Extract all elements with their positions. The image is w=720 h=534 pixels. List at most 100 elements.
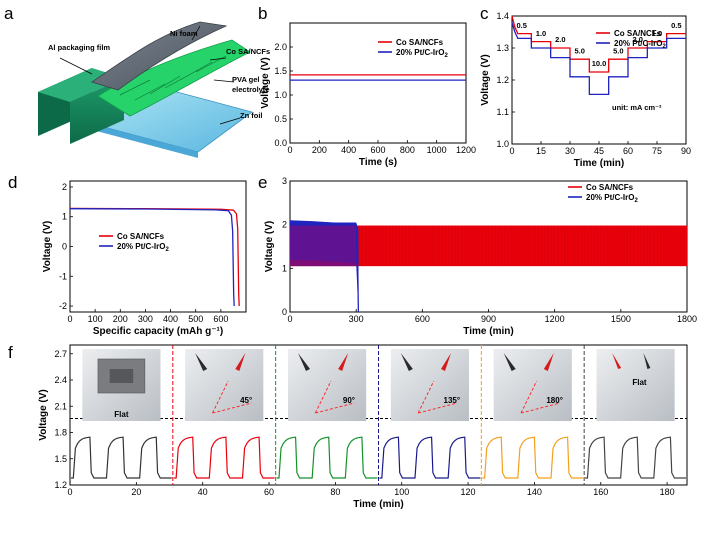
y-axis-label: Voltage (V) bbox=[38, 389, 49, 440]
y-tick-label: 1.0 bbox=[496, 139, 509, 149]
x-tick-label: 200 bbox=[312, 145, 327, 155]
gel-texture bbox=[119, 55, 227, 101]
x-tick-label: 120 bbox=[461, 487, 476, 497]
y-tick-label: -2 bbox=[59, 301, 67, 311]
angle-line bbox=[520, 402, 561, 414]
bend-state-label: 45° bbox=[240, 396, 252, 405]
y-tick-label: 1.4 bbox=[496, 11, 509, 21]
x-tick-label: 15 bbox=[536, 146, 546, 156]
x-tick-label: 90 bbox=[681, 146, 691, 156]
y-tick-label: 2 bbox=[282, 220, 287, 230]
x-axis-label: Time (min) bbox=[353, 499, 403, 510]
panel-d-chart: d 0 100 200 300 400 500 600 -2 -1 0 1 2 Specific capa… bbox=[8, 173, 247, 337]
label-zn-foil: Zn foil bbox=[240, 111, 263, 120]
pva-line-2: electrolyte bbox=[232, 85, 270, 94]
y-tick-label: 1.3 bbox=[496, 43, 509, 53]
bend-state-label: 180° bbox=[546, 396, 563, 405]
cycle-curve-5 bbox=[585, 436, 687, 479]
clip-black-icon bbox=[298, 353, 311, 371]
panel-d-label: d bbox=[8, 173, 17, 192]
x-tick-label: 140 bbox=[527, 487, 542, 497]
bend-state-label: 135° bbox=[444, 396, 461, 405]
legend-entry-1: 20% Pt/C-IrO2 bbox=[396, 48, 448, 59]
x-tick-label: 160 bbox=[593, 487, 608, 497]
x-tick-label: 900 bbox=[481, 314, 496, 324]
x-tick-label: 600 bbox=[415, 314, 430, 324]
cycle-curve-3 bbox=[379, 436, 481, 479]
leader-cosa bbox=[209, 57, 227, 61]
y-tick-label: 0 bbox=[62, 242, 67, 252]
clip-red-icon bbox=[235, 353, 246, 371]
panel-a: a Al packaging film Ni foam Co SA/NCFs bbox=[4, 4, 270, 158]
x-tick-label: 600 bbox=[370, 145, 385, 155]
pva-line-1: PVA gel bbox=[232, 75, 260, 84]
x-tick-label: 1200 bbox=[456, 145, 476, 155]
series-step-1 bbox=[511, 22, 686, 96]
state-photo-2 bbox=[288, 349, 367, 421]
cycle-curve-2 bbox=[276, 436, 378, 479]
y-tick-label: 1 bbox=[62, 212, 67, 222]
x-tick-label: 1800 bbox=[677, 314, 697, 324]
y-tick-label: 2 bbox=[62, 182, 67, 192]
legend-entry-1: 20% Pt/C-IrO2 bbox=[117, 242, 169, 253]
x-tick-label: 0 bbox=[287, 145, 292, 155]
angle-line bbox=[212, 402, 252, 414]
x-tick-label: 30 bbox=[565, 146, 575, 156]
y-tick-label: 1 bbox=[282, 263, 287, 273]
angle-line bbox=[314, 380, 332, 414]
state-photo-3 bbox=[390, 349, 469, 421]
x-tick-label: 200 bbox=[113, 314, 128, 324]
panel-c-chart: c 0 15 30 45 60 75 90 1.0 1.1 1.2 1.3 1.4 Time (min) V… bbox=[480, 4, 691, 169]
x-tick-label: 0 bbox=[509, 146, 514, 156]
leader-pva bbox=[213, 79, 235, 83]
y-axis-label: Voltage (V) bbox=[42, 221, 53, 272]
x-tick-label: 600 bbox=[213, 314, 228, 324]
panel-e-label: e bbox=[258, 173, 267, 192]
legend-text: 20% Pt/C-IrO bbox=[586, 193, 634, 202]
legend-entry-0: Co SA/NCFs bbox=[586, 183, 634, 192]
y-axis-label: Voltage (V) bbox=[260, 57, 271, 108]
current-density-label: 2.0 bbox=[632, 35, 642, 44]
panel-b-chart: b 0 200 400 600 800 1000 1200 0.0 0.5 1.0 1.5 2.0 Tim… bbox=[258, 4, 476, 168]
x-tick-label: 60 bbox=[623, 146, 633, 156]
clip-black-icon bbox=[643, 353, 651, 369]
state-photo-4 bbox=[493, 349, 572, 421]
unit-note: unit: mA cm⁻² bbox=[612, 103, 662, 112]
current-density-label: 0.5 bbox=[671, 21, 681, 30]
legend-text: 20% Pt/C-IrO bbox=[117, 242, 165, 251]
label-pva-gel: PVA gel electrolyte bbox=[232, 75, 270, 94]
y-tick-label: 1.0 bbox=[274, 90, 287, 100]
panel-e-chart: e 0 300 600 900 1200 1500 1800 0 1 2 3 Time (min) Vol… bbox=[258, 173, 697, 337]
series-line-1 bbox=[69, 208, 235, 307]
x-tick-label: 0 bbox=[67, 487, 72, 497]
y-tick-label: 1.2 bbox=[54, 480, 67, 490]
y-tick-label: 1.2 bbox=[496, 75, 509, 85]
current-density-label: 1.0 bbox=[652, 29, 662, 38]
y-axis-label: Voltage (V) bbox=[480, 54, 491, 105]
clip-red-icon bbox=[440, 353, 451, 371]
legend-entry-0: Co SA/NCFs bbox=[117, 232, 165, 241]
panel-c-label: c bbox=[480, 4, 489, 23]
x-tick-label: 20 bbox=[131, 487, 141, 497]
x-tick-label: 100 bbox=[88, 314, 103, 324]
x-tick-label: 80 bbox=[330, 487, 340, 497]
legend-text: 20% Pt/C-IrO bbox=[614, 39, 662, 48]
series-line-0 bbox=[69, 207, 240, 307]
angle-line bbox=[212, 380, 229, 414]
x-tick-label: 300 bbox=[349, 314, 364, 324]
state-photo-1 bbox=[185, 349, 264, 421]
y-tick-label: -1 bbox=[59, 271, 67, 281]
legend-subscript: 2 bbox=[165, 247, 169, 253]
x-tick-label: 800 bbox=[400, 145, 415, 155]
clip-red-icon bbox=[612, 353, 622, 369]
current-density-label: 0.5 bbox=[516, 21, 526, 30]
y-tick-label: 1.1 bbox=[496, 107, 509, 117]
cycle-curve-1 bbox=[173, 436, 275, 479]
angle-line bbox=[418, 402, 458, 414]
x-axis-label: Time (min) bbox=[463, 326, 513, 337]
panel-a-label: a bbox=[4, 4, 14, 23]
x-axis-label: Time (s) bbox=[359, 157, 397, 168]
label-al-packaging: Al packaging film bbox=[48, 43, 110, 52]
y-axis-label: Voltage (V) bbox=[264, 221, 275, 272]
